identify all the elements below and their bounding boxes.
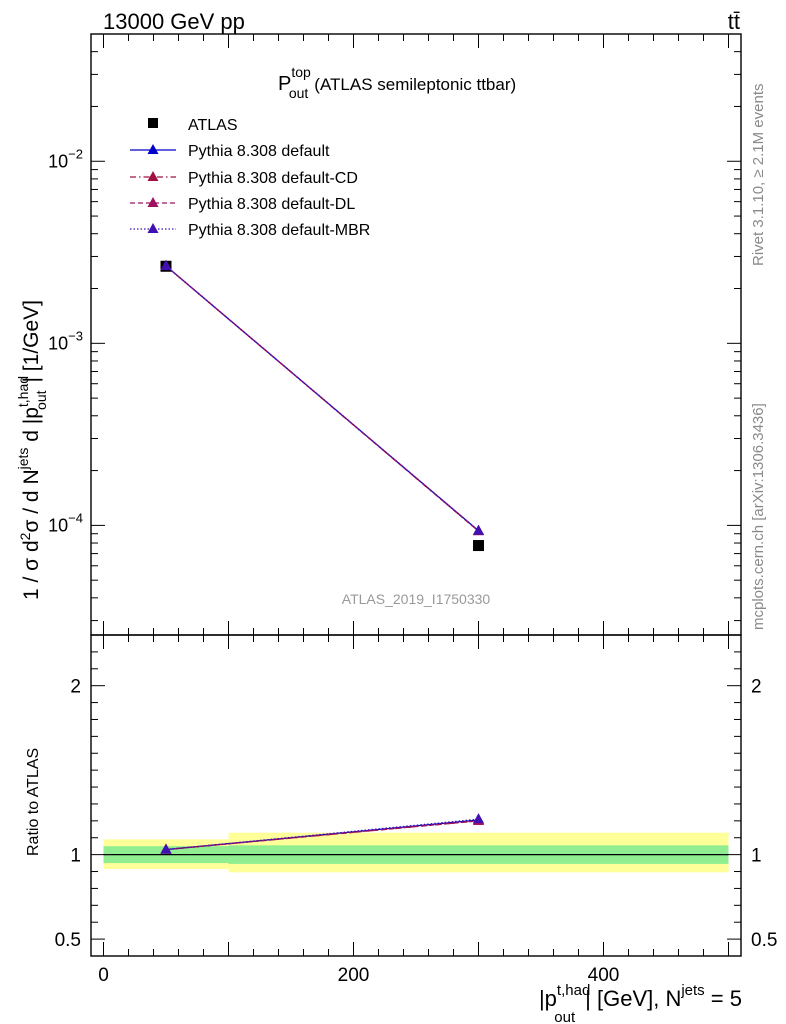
ratio-y-tick-label-left: 1: [70, 846, 81, 867]
plot-title-main: P: [278, 73, 291, 95]
x-label-sup-thad: t,had: [557, 982, 590, 999]
ratio-y-tick-label-left: 2: [70, 677, 81, 698]
ratio-y-axis-label: Ratio to ATLAS: [25, 748, 42, 856]
y-label-sup-2a: 2: [17, 532, 33, 540]
main-y-tick-base: 10: [48, 333, 68, 353]
ratio-y-ticks: 0.5 0.5 1 1 2 2: [55, 651, 777, 951]
ratio-uncertainty-bands: [103, 832, 729, 873]
x-label-part-c: = 5: [705, 986, 742, 1011]
x-label-sub-out: out: [554, 1009, 576, 1024]
legend-entry-default-mbr: Pythia 8.308 default-MBR: [130, 222, 370, 239]
ratio-y-tick-label-right: 0.5: [751, 930, 777, 951]
y-label-part-c: d |p: [20, 407, 43, 447]
main-y-tick-label: 10−4: [48, 510, 83, 535]
analysis-watermark: ATLAS_2019_I1750330: [342, 591, 491, 607]
legend: ATLAS Pythia 8.308 default Pythia 8.308 …: [130, 117, 370, 239]
plot-title-sup: top: [291, 64, 311, 80]
main-plot-panel: 10−410−310−2 Ptop out (ATLAS semileptonic …: [15, 33, 742, 636]
mcplots-label: mcplots.cern.ch [arXiv:1306.3436]: [750, 403, 767, 630]
main-y-axis-label: 1 / σ d2σ / d Njets d |pt,had out | [1/GeV…: [15, 300, 49, 600]
y-label-part-b: σ / d N: [20, 469, 43, 532]
x-label-part-a: |p: [539, 986, 557, 1011]
legend-label-default-cd: Pythia 8.308 default-CD: [188, 170, 358, 187]
y-label-sup-thad: t,had: [15, 376, 31, 407]
main-y-ticks: 10−410−310−2: [48, 33, 741, 622]
legend-label-default-mbr: Pythia 8.308 default-MBR: [188, 222, 370, 239]
atlas-data-point: [473, 540, 484, 552]
main-y-tick-exponent: −4: [68, 510, 83, 525]
ratio-series-point-3: [473, 813, 484, 824]
x-axis-label: |pt,had out | [GeV], Njets = 5: [539, 982, 742, 1024]
main-y-tick-exponent: −2: [68, 146, 83, 161]
legend-entry-default: Pythia 8.308 default: [130, 143, 330, 160]
process-label: tt̄: [728, 9, 740, 34]
legend-entry-atlas: ATLAS: [148, 117, 238, 134]
main-y-tick-base: 10: [48, 151, 68, 171]
legend-marker-default-dl: [147, 197, 159, 207]
x-label-part-b: | [GeV], N: [585, 986, 681, 1011]
main-y-tick-base: 10: [48, 515, 68, 535]
ratio-series-line-1: [165, 820, 479, 851]
plot-title-sub: out: [289, 85, 309, 101]
rivet-label: Rivet 3.1.10, ≥ 2.1M events: [750, 84, 767, 267]
main-series-line-3: [165, 265, 479, 532]
plot-title: Ptop out (ATLAS semileptonic ttbar): [278, 64, 516, 101]
legend-entry-default-dl: Pythia 8.308 default-DL: [130, 196, 355, 213]
y-label-part-d: | [1/GeV]: [20, 300, 43, 383]
main-series-group: [160, 259, 484, 552]
legend-entry-default-cd: Pythia 8.308 default-CD: [130, 170, 358, 187]
ratio-x-ticks: 0 200 400: [98, 635, 729, 986]
main-y-tick-exponent: −3: [68, 328, 83, 343]
legend-marker-default: [147, 144, 159, 154]
ratio-series-line-2: [165, 820, 479, 851]
legend-marker-default-mbr: [147, 223, 159, 233]
ratio-y-tick-label-right: 2: [751, 677, 762, 698]
y-label-sup-jets: jets: [15, 448, 31, 471]
ratio-series-point-3: [160, 843, 172, 854]
main-y-tick-label: 10−3: [48, 328, 83, 353]
legend-label-default-dl: Pythia 8.308 default-DL: [188, 196, 355, 213]
ratio-plot-panel: 0.5 0.5 1 1 2 2 0 200 400 Ratio to ATLAS |pt,ha…: [25, 634, 777, 1024]
legend-label-default: Pythia 8.308 default: [188, 143, 330, 160]
main-x-ticks: [103, 34, 729, 635]
y-label-part-a: 1 / σ d: [20, 540, 43, 600]
legend-label-atlas: ATLAS: [188, 117, 238, 134]
ratio-plot-frame: [90, 634, 742, 957]
y-label-sub-out: out: [33, 390, 49, 410]
energy-label: 13000 GeV pp: [103, 9, 245, 34]
main-y-tick-label: 10−2: [48, 146, 83, 171]
x-tick-label: 200: [338, 965, 370, 986]
ratio-y-tick-label-left: 0.5: [55, 930, 81, 951]
legend-marker-square: [148, 118, 158, 128]
legend-marker-default-cd: [147, 171, 159, 181]
x-tick-label: 0: [98, 965, 109, 986]
ratio-series-group: [160, 813, 484, 854]
x-tick-label: 400: [588, 965, 620, 986]
main-series-point-4: [473, 524, 484, 535]
ratio-y-tick-label-right: 1: [751, 846, 762, 867]
x-label-sup-jets: jets: [680, 982, 704, 999]
plot-title-rest: (ATLAS semileptonic ttbar): [314, 75, 516, 94]
main-series-point-4: [160, 259, 172, 270]
